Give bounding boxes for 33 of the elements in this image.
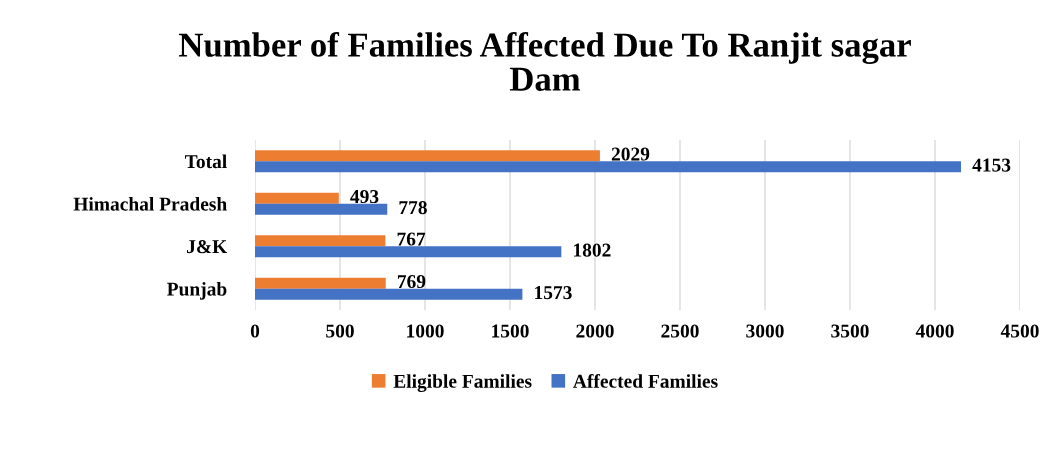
y-tick-label: Punjab xyxy=(167,282,227,300)
bar xyxy=(255,150,600,162)
bar xyxy=(255,161,962,173)
bar xyxy=(255,235,386,247)
data-label: 767 xyxy=(397,232,426,246)
x-tick-label: 4500 xyxy=(1000,324,1039,338)
data-label: 769 xyxy=(397,275,426,289)
data-label: 493 xyxy=(350,190,379,204)
bar xyxy=(255,203,388,215)
bar xyxy=(255,288,523,300)
x-tick-label: 500 xyxy=(326,324,354,338)
data-label: 1802 xyxy=(574,243,611,257)
legend-label: Affected Families xyxy=(573,373,718,388)
data-label: 778 xyxy=(399,201,427,215)
legend-label: Eligible Families xyxy=(393,374,532,392)
data-label: 1573 xyxy=(535,286,572,300)
x-tick-label: 3500 xyxy=(831,324,869,338)
bar xyxy=(255,277,386,289)
y-tick-label: Total xyxy=(185,154,227,169)
x-tick-label: 2500 xyxy=(661,324,699,338)
y-tick-label: J&K xyxy=(187,240,228,254)
x-tick-label: 2000 xyxy=(576,324,614,338)
x-tick-label: 1500 xyxy=(492,324,529,338)
y-tick-label: Himachal Pradesh xyxy=(73,197,227,211)
x-tick-label: 3000 xyxy=(746,324,784,338)
chart-title: Number of Families Affected Due To Ranjit sagar Dam xyxy=(178,31,911,91)
x-tick-label: 1000 xyxy=(407,324,444,338)
bar xyxy=(255,246,562,258)
x-tick-label: 0 xyxy=(250,324,260,338)
data-label: 4153 xyxy=(972,158,1011,172)
x-tick-label: 4000 xyxy=(915,324,954,338)
bar xyxy=(255,192,339,204)
data-label: 2029 xyxy=(611,147,650,161)
